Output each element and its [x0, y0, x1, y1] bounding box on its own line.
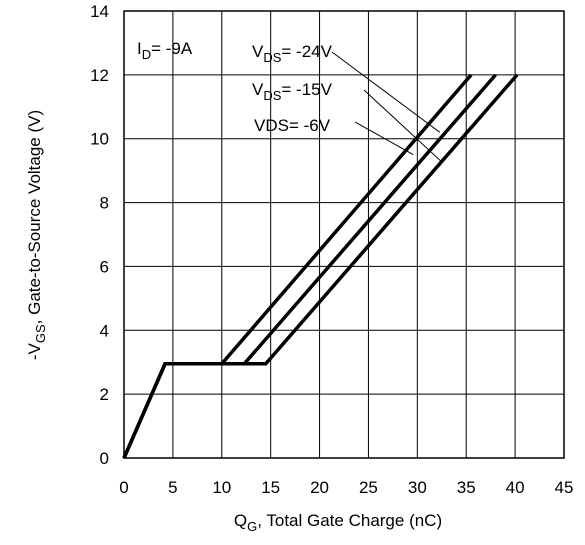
leader-line-0: [331, 51, 441, 133]
y-tick-label: 14: [90, 2, 109, 21]
leader-line-1: [363, 89, 442, 162]
x-tick-label: 10: [212, 478, 231, 497]
x-tick-label: 20: [310, 478, 329, 497]
y-axis-title: -VGS, Gate-to-Source Voltage (V): [25, 110, 48, 360]
series-line-2: [122, 73, 519, 459]
x-tick-labels: 0 5 10 15 20 25 30 35 40 45: [119, 478, 573, 497]
x-tick-label: 15: [261, 478, 280, 497]
label-leaders: [331, 51, 442, 162]
x-tick-label: 35: [457, 478, 476, 497]
y-tick-label: 6: [100, 257, 109, 276]
plot-frame: [123, 10, 565, 459]
y-tick-label: 0: [100, 449, 109, 468]
series-lines: [122, 73, 519, 459]
x-axis-title: QG, Total Gate Charge (nC): [234, 511, 442, 534]
leader-line-2: [354, 121, 414, 156]
y-tick-label: 10: [90, 130, 109, 149]
y-tick-label: 4: [100, 321, 109, 340]
x-tick-label: 40: [506, 478, 525, 497]
x-tick-label: 5: [168, 478, 177, 497]
y-tick-labels: 0 2 4 6 8 10 12 14: [90, 2, 109, 468]
x-tick-label: 45: [555, 478, 574, 497]
vds-15v-label: VDS= -15V: [252, 80, 333, 103]
id-annotation: ID= -9A: [137, 39, 193, 62]
vds-24v-label: VDS= -24V: [252, 42, 333, 65]
vds-6v-label: VDS= -6V: [254, 116, 331, 135]
x-tick-label: 30: [408, 478, 427, 497]
x-tick-label: 25: [359, 478, 378, 497]
grid: [123, 10, 565, 459]
y-tick-label: 8: [100, 194, 109, 213]
x-tick-label: 0: [119, 478, 128, 497]
y-tick-label: 12: [90, 66, 109, 85]
y-tick-label: 2: [100, 385, 109, 404]
